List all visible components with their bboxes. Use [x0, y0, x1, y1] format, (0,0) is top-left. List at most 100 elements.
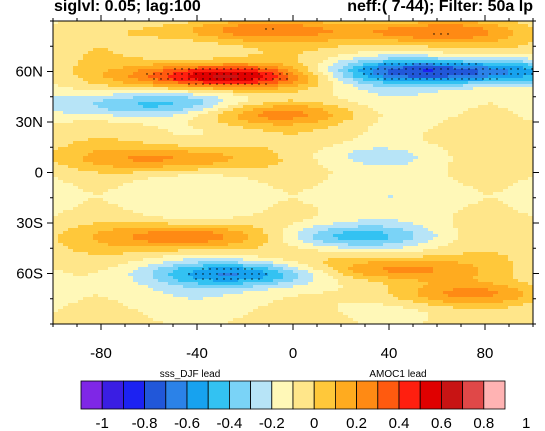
heatmap-cell — [333, 144, 339, 148]
heatmap-cell — [343, 111, 349, 115]
heatmap-cell — [163, 156, 169, 160]
heatmap-cell — [508, 63, 514, 67]
heatmap-cell — [428, 54, 434, 58]
heatmap-cell — [413, 144, 419, 148]
heatmap-cell — [53, 60, 59, 64]
heatmap-cell — [293, 30, 299, 34]
heatmap-cell — [383, 105, 389, 109]
heatmap-cell — [323, 21, 329, 25]
heatmap-cell — [503, 144, 509, 148]
heatmap-cell — [393, 120, 399, 124]
heatmap-cell — [328, 147, 334, 151]
heatmap-cell — [368, 132, 374, 136]
heatmap-cell — [373, 69, 379, 73]
heatmap-cell — [418, 54, 424, 58]
heatmap-cell — [93, 99, 99, 103]
heatmap-cell — [213, 108, 219, 112]
heatmap-cell — [398, 102, 404, 106]
heatmap-cell — [68, 150, 74, 154]
heatmap-cell — [243, 84, 249, 88]
heatmap-cell — [88, 162, 94, 166]
heatmap-cell — [328, 123, 334, 127]
heatmap-cell — [58, 33, 64, 37]
heatmap-cell — [123, 135, 129, 139]
heatmap-cell — [63, 96, 69, 100]
heatmap-cell — [523, 90, 529, 94]
heatmap-cell — [473, 96, 479, 100]
heatmap-cell — [433, 84, 439, 88]
heatmap-cell — [153, 108, 159, 112]
heatmap-cell — [263, 57, 269, 61]
heatmap-cell — [188, 129, 194, 133]
heatmap-cell — [88, 165, 94, 169]
heatmap-cell — [363, 87, 369, 91]
heatmap-cell — [318, 39, 324, 43]
heatmap-cell — [323, 54, 329, 58]
heatmap-cell — [88, 54, 94, 58]
heatmap-cell — [483, 150, 489, 154]
heatmap-cell — [458, 141, 464, 145]
heatmap-cell — [178, 30, 184, 34]
heatmap-cell — [98, 120, 104, 124]
heatmap-cell — [398, 156, 404, 160]
heatmap-cell — [368, 48, 374, 52]
heatmap-cell — [223, 150, 229, 154]
heatmap-cell — [178, 93, 184, 97]
heatmap-cell — [368, 93, 374, 97]
heatmap-cell — [143, 108, 149, 112]
heatmap-cell — [288, 33, 294, 37]
heatmap-cell — [88, 102, 94, 106]
heatmap-cell — [83, 96, 89, 100]
heatmap-cell — [518, 141, 524, 145]
heatmap-cell — [378, 159, 384, 163]
heatmap-cell — [348, 87, 354, 91]
heatmap-cell — [308, 153, 314, 157]
heatmap-cell — [398, 132, 404, 136]
heatmap-cell — [128, 39, 134, 43]
heatmap-cell — [388, 54, 394, 58]
heatmap-cell — [528, 75, 533, 79]
heatmap-cell — [473, 132, 479, 136]
heatmap-cell — [293, 84, 299, 88]
heatmap-cell — [528, 165, 533, 169]
heatmap-cell — [308, 93, 314, 97]
heatmap-cell — [258, 75, 264, 79]
heatmap-cell — [363, 123, 369, 127]
heatmap-cell — [373, 126, 379, 130]
heatmap-cell — [493, 51, 499, 55]
heatmap-cell — [208, 108, 214, 112]
heatmap-cell — [218, 60, 224, 64]
heatmap-cell — [488, 57, 494, 61]
heatmap-cell — [443, 108, 449, 112]
heatmap-cell — [388, 84, 394, 88]
heatmap-cell — [483, 60, 489, 64]
heatmap-cell — [423, 105, 429, 109]
heatmap-cell — [138, 138, 144, 142]
heatmap-cell — [428, 111, 434, 115]
heatmap-cell — [383, 87, 389, 91]
heatmap-cell — [173, 165, 179, 169]
heatmap-cell — [228, 141, 234, 145]
heatmap-cell — [378, 114, 384, 118]
heatmap-cell — [143, 84, 149, 88]
heatmap-cell — [528, 120, 533, 124]
heatmap-cell — [203, 165, 209, 169]
heatmap-cell — [143, 120, 149, 124]
heatmap-cell — [503, 135, 509, 139]
heatmap-cell — [413, 42, 419, 46]
heatmap-cell — [123, 81, 129, 85]
heatmap-cell — [338, 138, 344, 142]
heatmap-cell — [233, 93, 239, 97]
heatmap-cell — [238, 33, 244, 37]
heatmap-cell — [278, 174, 284, 178]
heatmap-cell — [498, 48, 504, 52]
heatmap-cell — [518, 36, 524, 40]
heatmap-cell — [373, 81, 379, 85]
heatmap-cell — [223, 105, 229, 109]
heatmap-cell — [123, 99, 129, 103]
heatmap-cell — [138, 126, 144, 130]
heatmap-cell — [173, 27, 179, 31]
heatmap-cell — [398, 159, 404, 163]
heatmap-cell — [438, 156, 444, 160]
heatmap-cell — [223, 21, 229, 25]
